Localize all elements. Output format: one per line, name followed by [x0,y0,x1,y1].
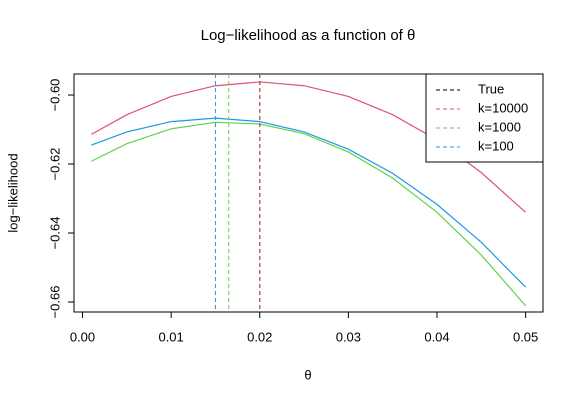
x-tick-label: 0.03 [336,329,361,344]
y-tick-label: −0.64 [47,217,62,250]
legend-label: k=10000 [478,100,528,115]
likelihood-curve [91,121,527,307]
legend-label: k=100 [478,138,514,153]
x-tick-label: 0.00 [70,329,95,344]
x-tick-label: 0.04 [424,329,449,344]
legend-label: k=1000 [478,119,521,134]
x-tick-label: 0.02 [247,329,272,344]
x-tick-label: 0.01 [158,329,183,344]
x-tick-label: 0.05 [513,329,538,344]
y-tick-label: −0.66 [47,286,62,319]
y-tick-label: −0.62 [47,148,62,181]
x-axis-label: θ [304,367,311,382]
chart-title: Log−likelihood as a function of θ [201,27,416,44]
y-tick-label: −0.60 [47,79,62,112]
legend-label: True [478,81,504,96]
y-axis-label: log−likelihood [5,153,20,232]
likelihood-curve [91,117,527,288]
